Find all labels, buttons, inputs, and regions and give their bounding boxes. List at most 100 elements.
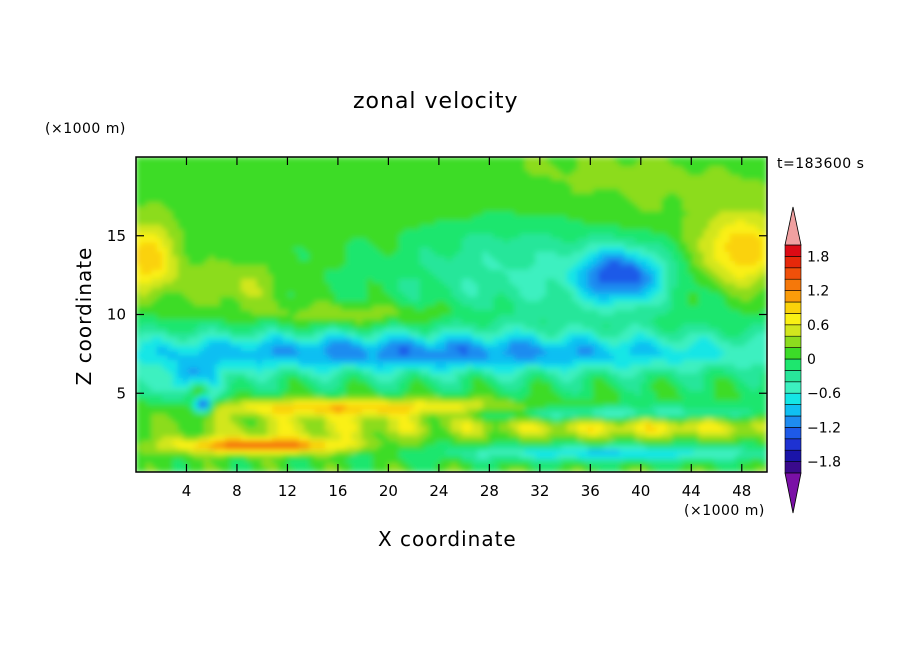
field-cell: [288, 341, 295, 347]
field-cell: [330, 341, 337, 347]
field-cell: [219, 390, 226, 396]
field-cell: [188, 161, 195, 167]
field-cell: [319, 386, 326, 392]
field-cell: [198, 350, 205, 356]
field-cell: [330, 273, 337, 279]
field-cell: [240, 377, 247, 383]
field-cell: [340, 453, 347, 459]
field-cell: [288, 336, 295, 342]
field-cell: [261, 332, 268, 338]
field-cell: [503, 354, 510, 360]
field-cell: [356, 228, 363, 234]
field-cell: [451, 332, 458, 338]
field-cell: [393, 287, 400, 293]
field-cell: [419, 341, 426, 347]
field-cell: [398, 363, 405, 369]
field-cell: [293, 377, 300, 383]
field-cell: [267, 157, 274, 162]
field-cell: [361, 332, 368, 338]
field-cell: [451, 399, 458, 405]
field-cell: [240, 206, 247, 212]
field-cell: [136, 368, 142, 374]
field-cell: [330, 404, 337, 410]
field-cell: [435, 453, 442, 459]
field-cell: [498, 157, 505, 162]
field-cell: [156, 188, 163, 194]
field-cell: [435, 449, 442, 455]
field-cell: [361, 372, 368, 378]
field-cell: [356, 255, 363, 261]
field-cell: [235, 157, 242, 162]
field-cell: [140, 287, 147, 293]
field-cell: [235, 363, 242, 369]
field-cell: [167, 390, 174, 396]
field-cell: [377, 201, 384, 207]
field-cell: [240, 440, 247, 446]
field-cell: [461, 467, 468, 472]
field-cell: [356, 161, 363, 167]
field-cell: [209, 453, 216, 459]
field-cell: [167, 417, 174, 423]
field-cell: [335, 192, 342, 198]
field-cell: [414, 453, 421, 459]
field-cell: [219, 314, 226, 320]
field-cell: [430, 273, 437, 279]
field-cell: [204, 314, 210, 320]
field-cell: [188, 210, 195, 216]
field-cell: [193, 282, 200, 288]
field-cell: [303, 386, 310, 392]
field-cell: [161, 157, 168, 162]
field-cell: [261, 188, 268, 194]
field-cell: [488, 233, 494, 239]
field-cell: [435, 372, 442, 378]
field-cell: [477, 269, 484, 275]
field-cell: [388, 462, 394, 468]
field-cell: [230, 462, 237, 468]
field-cell: [256, 413, 263, 419]
field-cell: [340, 165, 347, 171]
field-cell: [482, 336, 489, 342]
field-cell: [346, 413, 352, 419]
field-cell: [256, 210, 263, 216]
field-cell: [235, 264, 242, 270]
field-cell: [346, 390, 352, 396]
field-cell: [235, 350, 242, 356]
field-cell: [204, 264, 210, 270]
field-cell: [335, 296, 342, 302]
field-cell: [498, 273, 505, 279]
field-cell: [309, 219, 316, 225]
field-cell: [183, 206, 189, 212]
field-cell: [261, 350, 268, 356]
field-cell: [225, 255, 231, 261]
field-cell: [435, 233, 442, 239]
field-cell: [356, 431, 363, 437]
field-cell: [466, 417, 473, 423]
field-cell: [325, 386, 331, 392]
field-cell: [188, 192, 195, 198]
field-cell: [335, 399, 342, 405]
field-cell: [219, 210, 226, 216]
field-cell: [498, 264, 505, 270]
field-cell: [214, 282, 221, 288]
field-cell: [372, 282, 379, 288]
field-cell: [335, 246, 342, 252]
field-cell: [146, 300, 153, 306]
field-cell: [466, 354, 473, 360]
field-cell: [477, 336, 484, 342]
field-cell: [361, 260, 368, 266]
field-cell: [183, 453, 189, 459]
field-cell: [435, 417, 442, 423]
field-cell: [256, 183, 263, 189]
field-cell: [346, 228, 352, 234]
field-cell: [277, 170, 284, 176]
field-cell: [230, 345, 237, 351]
field-cell: [335, 440, 342, 446]
field-cell: [335, 287, 342, 293]
field-cell: [225, 300, 231, 306]
field-cell: [477, 251, 484, 257]
field-cell: [403, 282, 410, 288]
field-cell: [204, 386, 210, 392]
field-cell: [261, 260, 268, 266]
field-cell: [403, 210, 410, 216]
field-cell: [193, 390, 200, 396]
